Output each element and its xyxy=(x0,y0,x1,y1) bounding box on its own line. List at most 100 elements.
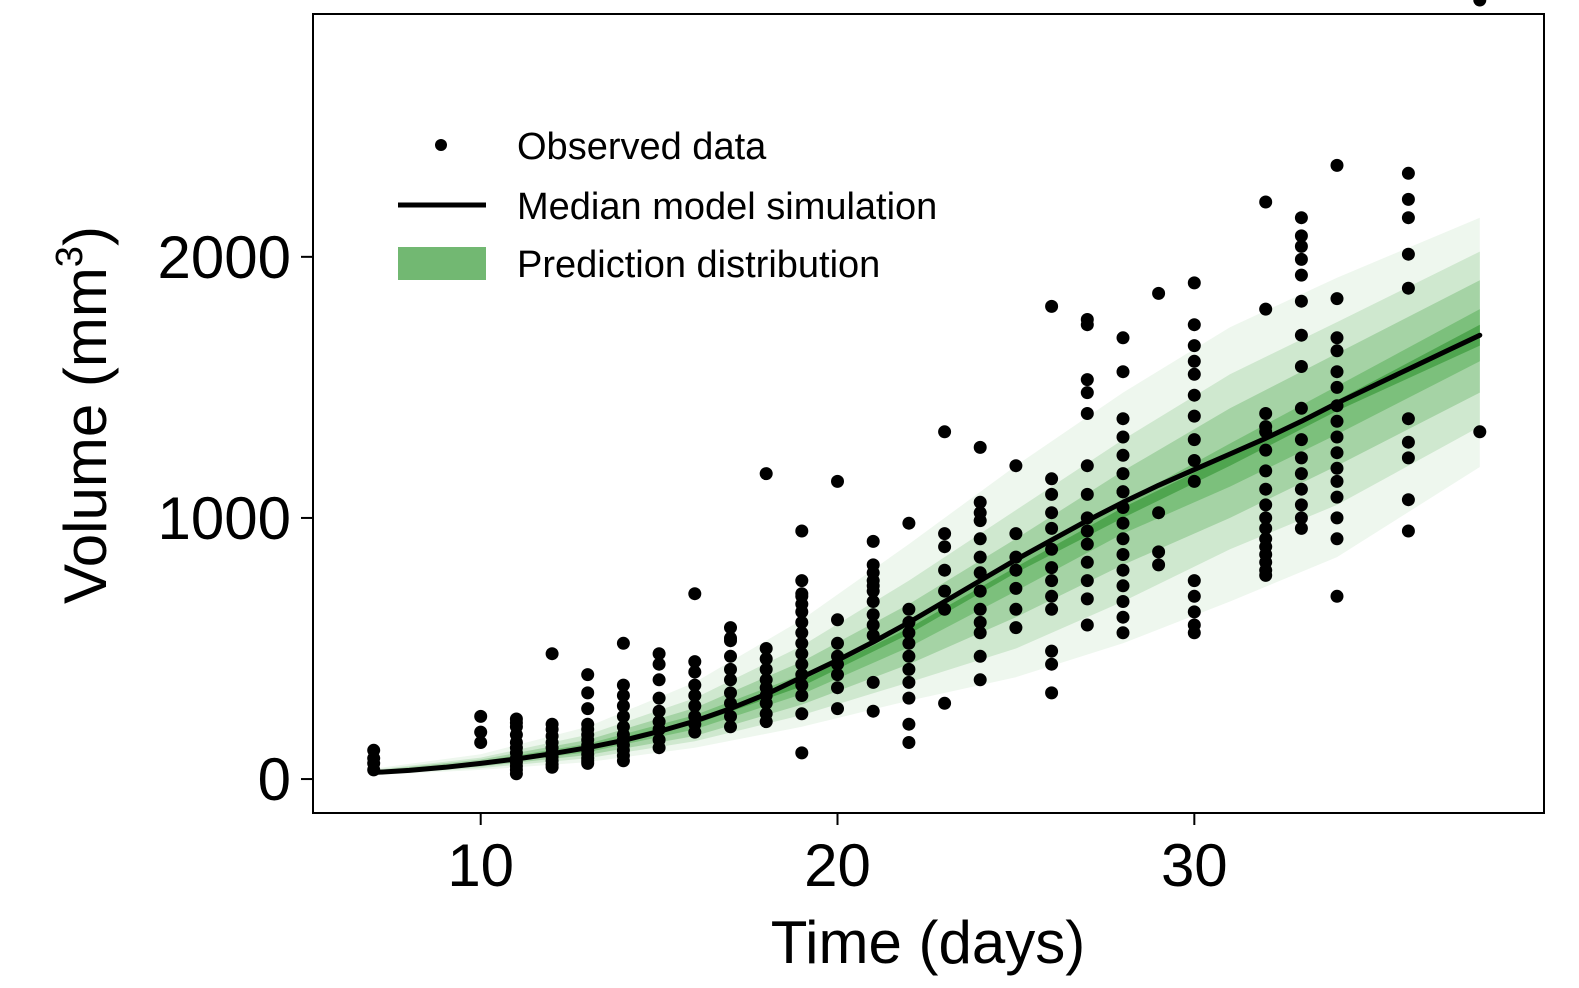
observed-point xyxy=(1259,443,1273,457)
observed-point xyxy=(831,636,844,650)
observed-point xyxy=(973,615,987,629)
observed-point xyxy=(1259,407,1273,420)
x-tick-label-10: 10 xyxy=(447,832,514,899)
observed-point xyxy=(724,673,737,687)
observed-point xyxy=(866,534,880,548)
observed-point xyxy=(1330,380,1344,394)
observed-point xyxy=(1294,498,1308,512)
legend-prediction-marker xyxy=(398,247,486,280)
observed-point xyxy=(1045,657,1059,671)
plot-frame xyxy=(312,13,1545,814)
observed-point xyxy=(1080,592,1094,606)
observed-point xyxy=(1294,521,1308,535)
observed-point xyxy=(831,681,844,695)
observed-point xyxy=(902,691,916,705)
observed-point xyxy=(795,689,809,702)
observed-point xyxy=(1187,474,1201,488)
observed-point xyxy=(1045,542,1059,556)
observed-point xyxy=(1116,516,1130,530)
observed-point xyxy=(795,746,809,760)
observed-point xyxy=(545,760,559,774)
observed-point xyxy=(1009,527,1023,541)
observed-point xyxy=(973,495,987,509)
observed-point xyxy=(973,673,987,687)
observed-point xyxy=(1116,331,1130,345)
observed-point xyxy=(1116,563,1130,577)
observed-point xyxy=(938,540,952,554)
observed-point xyxy=(1330,532,1344,546)
prediction-band-1 xyxy=(373,217,1480,776)
observed-point xyxy=(831,474,844,488)
observed-point xyxy=(545,717,559,731)
observed-point xyxy=(902,736,916,749)
observed-point xyxy=(1187,626,1201,640)
observed-point xyxy=(1259,420,1273,434)
observed-point xyxy=(866,579,880,593)
observed-point xyxy=(1080,318,1094,332)
observed-point xyxy=(1187,574,1201,588)
observed-point xyxy=(1009,621,1023,635)
observed-point xyxy=(474,736,488,749)
observed-point xyxy=(652,657,666,671)
observed-point xyxy=(1045,602,1059,616)
observed-point xyxy=(724,662,737,676)
observed-point xyxy=(902,717,916,731)
observed-point xyxy=(1294,467,1308,481)
observed-point xyxy=(652,673,666,687)
observed-point xyxy=(1045,574,1059,588)
observed-point xyxy=(795,626,809,640)
observed-point xyxy=(1187,339,1201,353)
observed-point xyxy=(1080,407,1094,420)
observed-point xyxy=(1330,446,1344,460)
observed-point xyxy=(1116,610,1130,624)
observed-point xyxy=(1401,412,1415,426)
observed-point xyxy=(1330,331,1344,345)
observed-point xyxy=(1294,229,1308,243)
legend-observed-marker xyxy=(435,139,447,151)
observed-point xyxy=(688,665,702,679)
observed-point xyxy=(1152,506,1166,520)
prediction-band-2 xyxy=(373,251,1480,775)
observed-point xyxy=(795,605,809,619)
observed-point xyxy=(973,532,987,546)
observed-point xyxy=(1080,524,1094,538)
observed-point xyxy=(1187,409,1201,423)
observed-point xyxy=(938,425,952,439)
observed-point xyxy=(616,754,630,768)
observed-point xyxy=(902,662,916,676)
observed-point xyxy=(1259,482,1273,496)
y-tick-label-0: 0 xyxy=(258,746,291,813)
observed-point xyxy=(581,756,595,770)
observed-point xyxy=(509,767,523,781)
observed-point xyxy=(1045,506,1059,520)
observed-point xyxy=(1116,412,1130,426)
observed-point xyxy=(652,691,666,705)
observed-point xyxy=(1330,589,1344,603)
observed-point xyxy=(938,696,952,710)
observed-point xyxy=(1116,595,1130,608)
observed-point xyxy=(831,613,844,627)
observed-point xyxy=(1080,487,1094,501)
observed-point xyxy=(1045,686,1059,700)
observed-point xyxy=(1259,498,1273,512)
observed-point xyxy=(759,696,773,710)
observed-point xyxy=(688,678,702,692)
observed-point xyxy=(1116,548,1130,561)
observed-point xyxy=(1401,166,1415,180)
observed-point xyxy=(616,678,630,692)
observed-point xyxy=(1045,299,1059,313)
observed-point xyxy=(1045,561,1059,575)
x-axis-title: Time (days) xyxy=(771,909,1085,976)
observed-point xyxy=(1330,430,1344,444)
observed-point xyxy=(973,550,987,564)
observed-point xyxy=(759,662,773,676)
observed-point xyxy=(795,657,809,671)
observed-point xyxy=(1294,482,1308,496)
observed-point xyxy=(1294,433,1308,447)
observed-point xyxy=(581,668,595,682)
median-line xyxy=(371,332,1483,775)
observed-point xyxy=(616,699,630,713)
observed-point xyxy=(1116,485,1130,499)
observed-point xyxy=(1045,589,1059,603)
observed-point xyxy=(1401,435,1415,449)
